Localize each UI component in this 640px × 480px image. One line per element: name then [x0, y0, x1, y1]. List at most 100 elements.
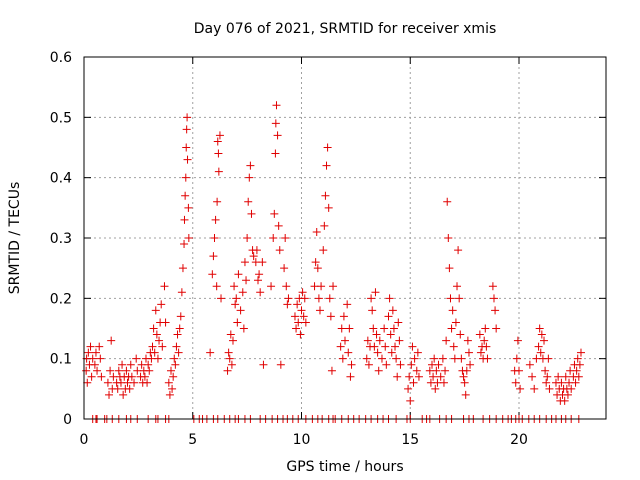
data-point: [231, 300, 240, 309]
data-point: [181, 191, 190, 200]
data-point: [338, 354, 347, 363]
data-point: [362, 354, 371, 363]
x-tick-label: 15: [401, 432, 419, 448]
data-point: [322, 161, 331, 170]
data-point: [462, 366, 471, 375]
data-point: [432, 366, 441, 375]
data-point: [151, 306, 160, 315]
data-point: [236, 306, 245, 315]
x-axis-label: GPS time / hours: [286, 459, 403, 475]
y-tick-label: 0.5: [50, 110, 72, 126]
data-point: [430, 354, 439, 363]
data-point: [103, 378, 112, 387]
data-point: [106, 366, 115, 375]
data-point: [149, 324, 158, 333]
y-tick-label: 0.1: [50, 352, 72, 368]
data-point: [557, 378, 566, 387]
data-point: [215, 131, 224, 140]
data-point: [380, 324, 389, 333]
data-point: [434, 360, 443, 369]
data-point: [525, 360, 534, 369]
data-point: [443, 197, 452, 206]
data-point: [256, 288, 265, 297]
data-point: [182, 125, 191, 134]
data-point: [325, 294, 334, 303]
data-point: [214, 149, 223, 158]
data-point: [183, 155, 192, 164]
x-tick-label: 20: [510, 432, 528, 448]
data-point: [476, 348, 485, 357]
data-point: [290, 312, 299, 321]
data-point: [83, 378, 92, 387]
data-point: [143, 378, 152, 387]
data-point: [363, 336, 372, 345]
data-point: [281, 234, 290, 242]
data-point: [344, 348, 353, 357]
data-point: [122, 366, 131, 375]
data-point: [294, 318, 303, 327]
data-point: [446, 294, 455, 303]
data-point: [93, 366, 102, 375]
data-point: [169, 372, 178, 381]
data-point: [385, 294, 394, 303]
data-point: [488, 282, 497, 291]
data-point: [321, 191, 330, 200]
data-point: [406, 396, 415, 405]
data-point: [223, 366, 232, 375]
data-point: [259, 360, 268, 369]
data-point: [388, 306, 397, 315]
data-point: [537, 330, 546, 339]
data-point: [160, 282, 169, 291]
data-point: [152, 330, 161, 339]
data-point: [299, 312, 308, 321]
data-point: [144, 360, 153, 369]
data-point: [327, 366, 336, 375]
data-point: [105, 390, 114, 399]
data-point: [463, 336, 472, 345]
data-point: [209, 252, 218, 261]
data-point: [439, 378, 448, 387]
data-point: [298, 288, 307, 297]
data-point: [226, 330, 235, 339]
data-point: [247, 209, 256, 218]
data-point: [345, 324, 354, 333]
data-point: [489, 294, 498, 303]
data-point: [227, 360, 236, 369]
data-point: [311, 258, 320, 267]
data-point: [448, 306, 457, 315]
y-tick-label: 0.6: [50, 50, 72, 66]
data-point: [270, 209, 279, 218]
data-point: [300, 294, 309, 303]
data-point: [249, 252, 258, 261]
data-point: [96, 354, 105, 363]
data-point: [449, 342, 458, 351]
data-point: [184, 234, 193, 242]
data-point: [118, 360, 127, 369]
data-point: [153, 354, 162, 363]
data-point: [368, 306, 377, 315]
data-point: [447, 324, 456, 333]
data-point: [171, 360, 180, 369]
data-point: [410, 354, 419, 363]
data-point: [224, 348, 233, 357]
data-point: [312, 227, 321, 236]
data-point: [541, 366, 550, 375]
data-point: [252, 246, 261, 255]
data-point: [341, 336, 349, 345]
data-point: [412, 366, 421, 375]
data-point: [545, 384, 554, 393]
data-point: [573, 354, 582, 363]
data-point: [240, 258, 249, 267]
data-point: [408, 342, 417, 351]
data-point: [475, 330, 484, 339]
data-point: [84, 348, 93, 357]
data-point: [456, 330, 465, 339]
data-point: [125, 384, 134, 393]
data-point: [543, 372, 552, 381]
data-point: [445, 264, 454, 273]
data-point: [466, 360, 475, 369]
data-point: [314, 294, 323, 303]
data-point: [284, 294, 293, 303]
data-point: [455, 294, 464, 303]
data-point: [234, 270, 243, 279]
